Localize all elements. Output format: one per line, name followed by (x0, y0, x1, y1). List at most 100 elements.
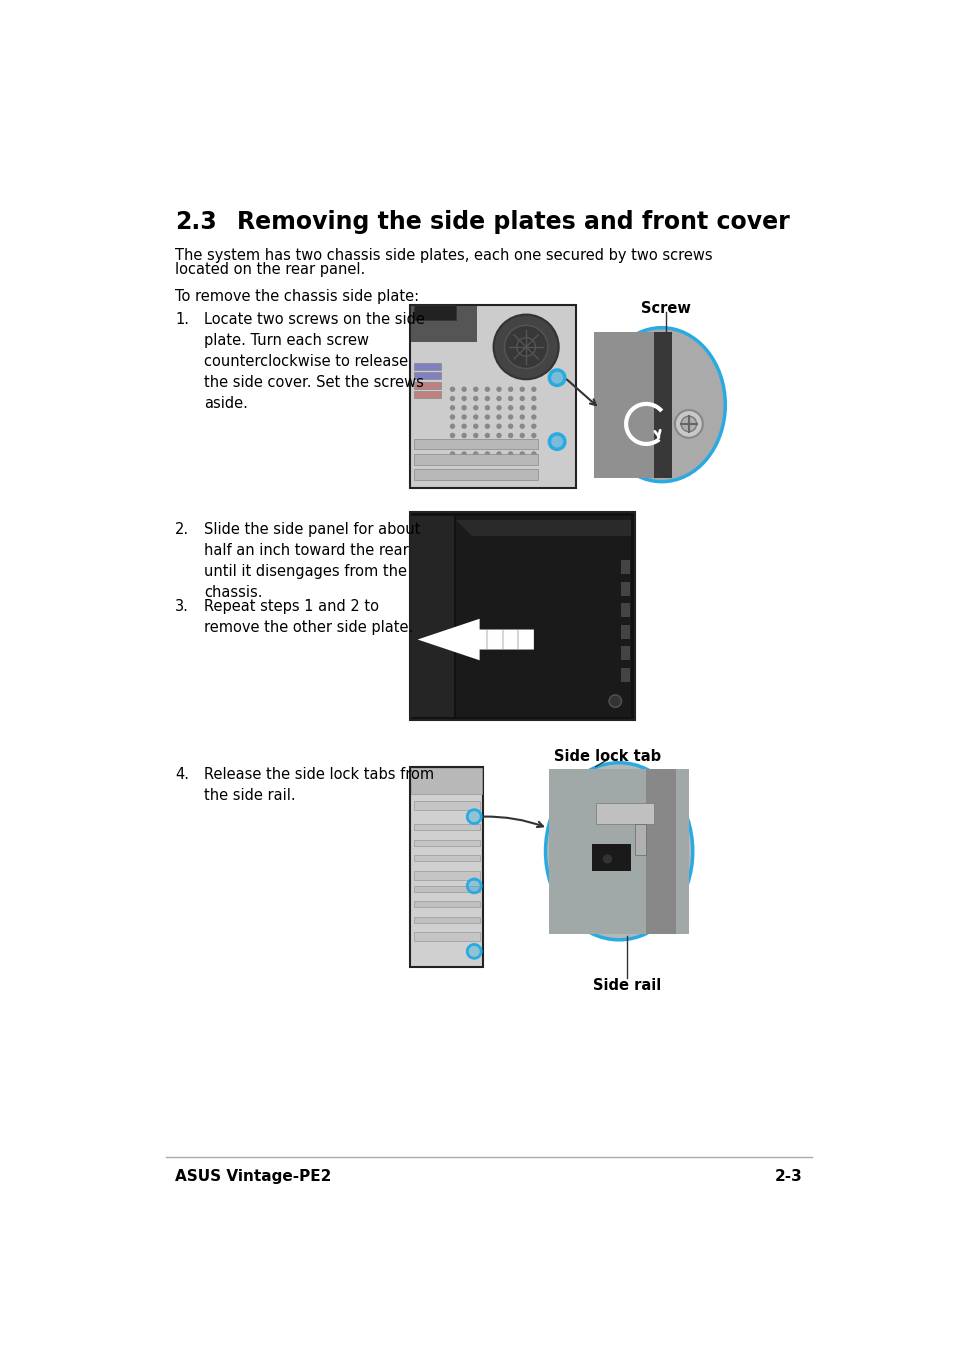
Circle shape (531, 442, 536, 447)
Circle shape (496, 423, 501, 428)
Circle shape (507, 451, 513, 457)
Text: Slide the side panel for about
half an inch toward the rear
until it disengages : Slide the side panel for about half an i… (204, 523, 420, 600)
Circle shape (519, 386, 524, 392)
Circle shape (602, 854, 612, 863)
Circle shape (519, 415, 524, 420)
FancyBboxPatch shape (410, 512, 634, 720)
Circle shape (504, 326, 547, 369)
Circle shape (461, 451, 466, 457)
FancyBboxPatch shape (592, 843, 630, 870)
Text: 2.3: 2.3 (174, 209, 216, 234)
Circle shape (484, 432, 490, 438)
Circle shape (449, 451, 455, 457)
FancyBboxPatch shape (414, 304, 456, 320)
Circle shape (674, 411, 702, 438)
Circle shape (484, 423, 490, 428)
Circle shape (473, 423, 478, 428)
FancyBboxPatch shape (414, 901, 479, 908)
Circle shape (531, 451, 536, 457)
FancyBboxPatch shape (594, 331, 654, 478)
FancyBboxPatch shape (414, 855, 479, 862)
Circle shape (507, 396, 513, 401)
Circle shape (549, 434, 564, 450)
FancyBboxPatch shape (414, 840, 479, 846)
Text: Locate two screws on the side
plate. Turn each screw
counterclockwise to release: Locate two screws on the side plate. Tur… (204, 312, 425, 411)
FancyBboxPatch shape (414, 454, 537, 465)
Ellipse shape (545, 763, 692, 940)
Circle shape (461, 423, 466, 428)
Text: Screw: Screw (640, 301, 690, 316)
Text: 2.: 2. (174, 523, 189, 538)
FancyBboxPatch shape (645, 769, 675, 934)
Circle shape (496, 451, 501, 457)
FancyBboxPatch shape (549, 769, 688, 934)
Circle shape (496, 415, 501, 420)
FancyBboxPatch shape (414, 801, 479, 811)
Circle shape (473, 442, 478, 447)
FancyBboxPatch shape (414, 886, 479, 892)
Text: Removing the side plates and front cover: Removing the side plates and front cover (236, 209, 789, 234)
Circle shape (493, 315, 558, 380)
Circle shape (449, 396, 455, 401)
Circle shape (507, 405, 513, 411)
Circle shape (496, 405, 501, 411)
Circle shape (484, 405, 490, 411)
FancyBboxPatch shape (414, 373, 440, 380)
Circle shape (680, 416, 696, 431)
Text: Side rail: Side rail (592, 978, 660, 993)
Circle shape (531, 423, 536, 428)
Circle shape (519, 405, 524, 411)
Circle shape (531, 396, 536, 401)
FancyBboxPatch shape (620, 667, 629, 682)
FancyBboxPatch shape (620, 646, 629, 661)
Circle shape (461, 432, 466, 438)
Circle shape (507, 386, 513, 392)
Circle shape (484, 396, 490, 401)
Circle shape (608, 694, 620, 708)
FancyBboxPatch shape (620, 626, 629, 639)
FancyBboxPatch shape (410, 766, 483, 967)
Circle shape (473, 415, 478, 420)
Circle shape (519, 396, 524, 401)
FancyBboxPatch shape (410, 304, 576, 488)
Text: located on the rear panel.: located on the rear panel. (174, 262, 365, 277)
Text: 1.: 1. (174, 312, 189, 327)
Circle shape (449, 423, 455, 428)
Circle shape (531, 386, 536, 392)
FancyBboxPatch shape (620, 561, 629, 574)
Circle shape (449, 386, 455, 392)
Circle shape (519, 451, 524, 457)
Circle shape (449, 442, 455, 447)
Circle shape (449, 415, 455, 420)
Circle shape (461, 396, 466, 401)
FancyBboxPatch shape (414, 917, 479, 923)
Circle shape (484, 442, 490, 447)
Circle shape (461, 405, 466, 411)
FancyBboxPatch shape (634, 824, 645, 855)
FancyBboxPatch shape (411, 769, 481, 793)
Circle shape (449, 432, 455, 438)
FancyBboxPatch shape (456, 516, 630, 716)
Circle shape (507, 423, 513, 428)
Text: 3.: 3. (174, 600, 189, 615)
Circle shape (507, 442, 513, 447)
Circle shape (549, 370, 564, 385)
Circle shape (449, 405, 455, 411)
Circle shape (484, 415, 490, 420)
Circle shape (473, 451, 478, 457)
Ellipse shape (598, 328, 724, 482)
Circle shape (461, 442, 466, 447)
FancyBboxPatch shape (414, 932, 479, 942)
FancyBboxPatch shape (414, 363, 440, 370)
Text: To remove the chassis side plate:: To remove the chassis side plate: (174, 289, 418, 304)
FancyBboxPatch shape (414, 469, 537, 480)
FancyBboxPatch shape (414, 381, 440, 389)
Circle shape (473, 432, 478, 438)
Circle shape (467, 880, 480, 893)
FancyBboxPatch shape (414, 824, 479, 831)
Polygon shape (456, 520, 630, 535)
Circle shape (496, 396, 501, 401)
Circle shape (531, 415, 536, 420)
FancyBboxPatch shape (414, 870, 479, 880)
Circle shape (507, 415, 513, 420)
